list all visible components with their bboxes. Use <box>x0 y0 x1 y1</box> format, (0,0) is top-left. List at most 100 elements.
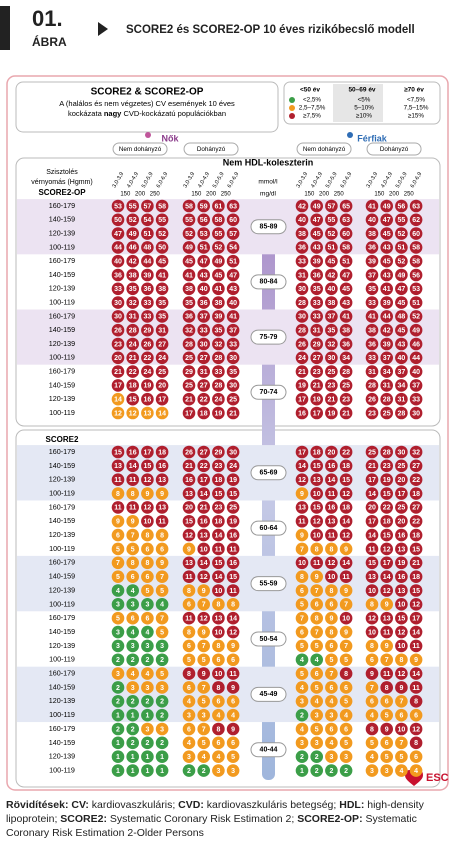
risk-cell <box>409 487 423 500</box>
risk-cell <box>365 473 379 487</box>
risk-cell <box>212 639 225 653</box>
risk-value: 5 <box>187 657 191 664</box>
risk-cell <box>380 310 394 323</box>
risk-cell <box>226 653 240 667</box>
risk-cell <box>141 406 154 420</box>
footnote-part: HDL: <box>339 799 365 811</box>
risk-value: 57 <box>328 203 336 210</box>
risk-value: 32 <box>215 341 223 348</box>
risk-cell <box>182 473 196 487</box>
risk-cell <box>155 392 169 406</box>
risk-cell <box>325 487 338 500</box>
risk-cell <box>380 611 394 625</box>
risk-value: 25 <box>229 397 237 404</box>
risk-cell <box>409 406 423 420</box>
risk-value: 11 <box>129 477 137 484</box>
risk-cell <box>212 337 225 351</box>
risk-value: 3 <box>216 768 220 775</box>
risk-value: 15 <box>185 519 193 526</box>
risk-value: 49 <box>215 259 223 266</box>
risk-value: 13 <box>114 463 122 470</box>
risk-value: 1 <box>116 740 120 747</box>
risk-cell <box>409 736 423 750</box>
risk-cell <box>380 584 394 597</box>
risk-cell <box>409 556 423 570</box>
risk-value: 4 <box>131 588 135 595</box>
footnote-part: Systematic Coronary Risk Estimation 2-Ol… <box>6 813 417 839</box>
risk-value: 5 <box>344 699 348 706</box>
bp-header: vérnyomás (Hgmm) <box>31 179 92 186</box>
risk-value: 3 <box>187 712 191 719</box>
risk-cell <box>155 227 169 240</box>
risk-value: 12 <box>200 616 208 623</box>
age-label: 60-64 <box>260 525 278 532</box>
risk-cell <box>155 722 169 736</box>
risk-value: 7 <box>300 616 304 623</box>
risk-cell <box>395 514 408 528</box>
bp-label: 120-139 <box>49 530 75 539</box>
risk-cell <box>295 722 309 736</box>
risk-cell <box>126 337 139 351</box>
risk-value: 11 <box>215 546 223 553</box>
risk-value: 14 <box>114 397 122 404</box>
risk-value: 12 <box>114 410 122 417</box>
risk-value: 3 <box>329 712 333 719</box>
risk-value: 11 <box>114 477 122 484</box>
risk-cell <box>197 556 210 570</box>
risk-value: 24 <box>215 397 223 404</box>
risk-cell <box>380 653 394 667</box>
risk-value: 13 <box>215 616 223 623</box>
risk-value: 2 <box>131 726 135 733</box>
risk-cell <box>111 241 125 254</box>
risk-value: 30 <box>298 286 306 293</box>
risk-cell <box>395 323 408 337</box>
sex-label: Férfiak <box>357 133 388 143</box>
risk-cell <box>395 611 408 625</box>
risk-value: 18 <box>313 449 321 456</box>
risk-value: 55 <box>129 203 137 210</box>
risk-value: 5 <box>344 740 348 747</box>
risk-cell <box>212 268 225 282</box>
risk-cell <box>126 487 139 500</box>
risk-cell <box>380 392 394 406</box>
risk-value: 6 <box>414 712 418 719</box>
risk-value: 12 <box>144 505 152 512</box>
risk-value: 14 <box>215 574 223 581</box>
risk-cell <box>365 487 379 500</box>
risk-cell <box>226 241 240 254</box>
risk-value: 12 <box>342 532 350 539</box>
risk-value: 12 <box>368 616 376 623</box>
risk-cell <box>155 611 169 625</box>
risk-cell <box>197 695 210 708</box>
risk-cell <box>395 487 408 500</box>
risk-cell <box>155 556 169 570</box>
risk-value: 7 <box>344 602 348 609</box>
risk-cell <box>197 213 210 227</box>
risk-cell <box>409 501 423 514</box>
risk-cell <box>126 695 139 708</box>
risk-cell <box>310 542 324 556</box>
risk-value: 4 <box>344 712 348 719</box>
risk-value: 6 <box>385 740 389 747</box>
risk-value: 14 <box>412 629 420 636</box>
risk-cell <box>295 365 309 378</box>
risk-cell <box>325 337 338 351</box>
risk-value: 5 <box>160 629 164 636</box>
risk-value: 45 <box>342 286 350 293</box>
x-axis-label: Nem HDL-koleszterin <box>223 157 314 167</box>
risk-cell <box>155 199 169 213</box>
risk-cell <box>380 681 394 694</box>
risk-value: 7 <box>315 629 319 636</box>
risk-value: 17 <box>313 410 321 417</box>
risk-value: 21 <box>185 463 193 470</box>
risk-value: 9 <box>300 491 304 498</box>
figure-title: SCORE2 és SCORE2-OP 10 éves rizikóbecslő… <box>126 24 415 36</box>
risk-cell <box>325 722 338 736</box>
risk-value: 5 <box>202 740 206 747</box>
risk-value: 34 <box>342 355 350 362</box>
risk-cell <box>310 736 324 750</box>
risk-cell <box>380 667 394 680</box>
risk-value: 39 <box>144 272 152 279</box>
risk-value: 18 <box>383 519 391 526</box>
risk-value: 11 <box>185 616 193 623</box>
